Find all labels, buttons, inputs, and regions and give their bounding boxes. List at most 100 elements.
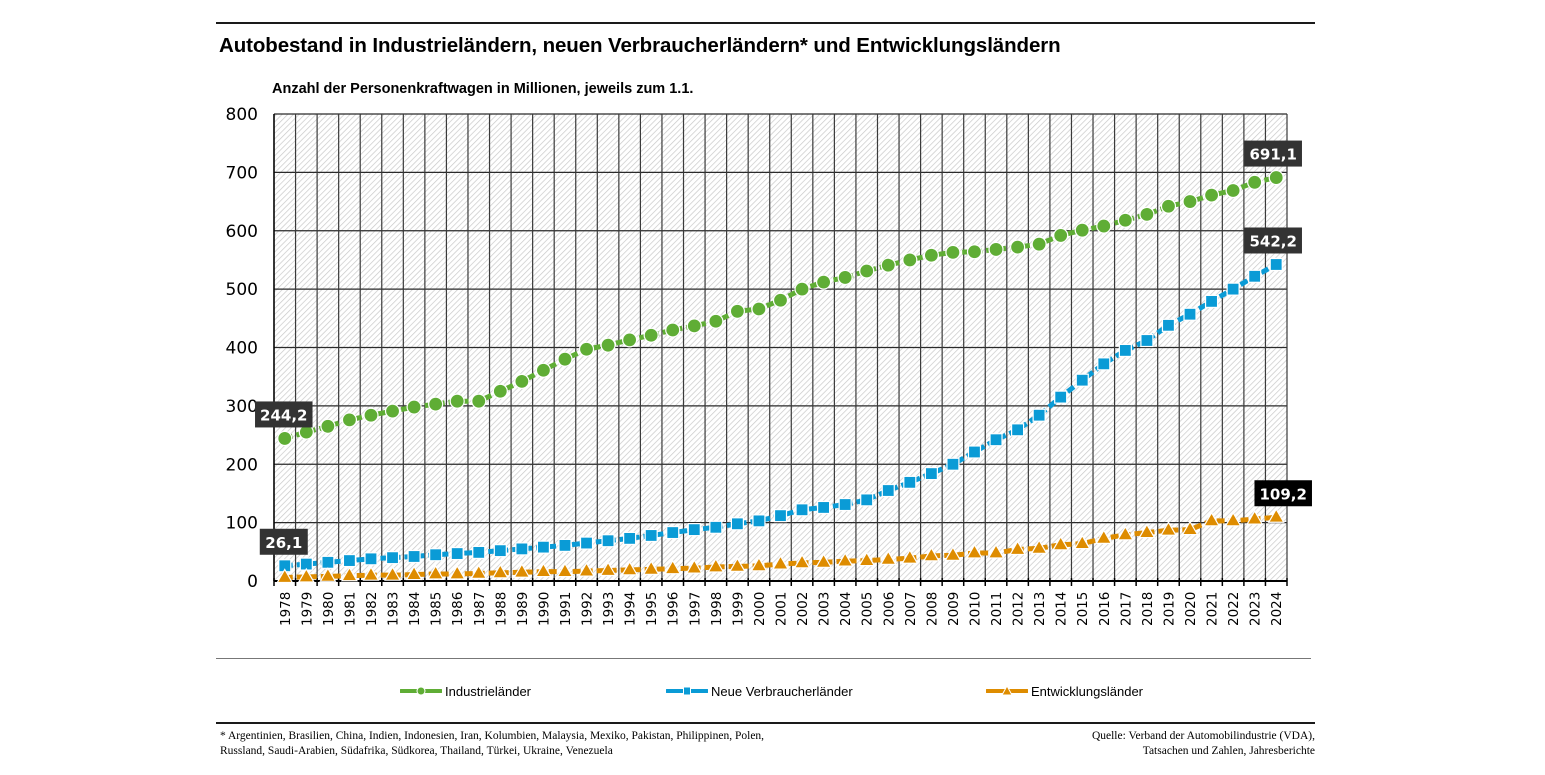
x-tick-label: 2022 <box>1226 592 1242 626</box>
data-point-square <box>817 500 831 515</box>
x-tick-label: 2024 <box>1269 592 1285 626</box>
data-point-triangle <box>491 563 509 579</box>
data-point-triangle <box>319 567 337 582</box>
x-tick-label: 2021 <box>1205 592 1221 626</box>
data-point-triangle <box>534 562 552 578</box>
x-tick-label: 1982 <box>364 592 380 626</box>
data-point-square <box>579 536 594 550</box>
x-tick-label: 2008 <box>924 592 940 626</box>
data-point-square <box>536 540 551 554</box>
chart-subtitle: Anzahl der Personenkraftwagen in Million… <box>272 81 694 97</box>
data-point-triangle <box>427 564 445 580</box>
data-label-text: 244,2 <box>260 406 307 424</box>
data-point-triangle <box>297 567 315 583</box>
data-point-triangle <box>965 543 984 559</box>
data-point-triangle <box>1224 511 1242 527</box>
x-tick-label: 2019 <box>1161 592 1177 626</box>
source-note: Quelle: Verband der Automobilindustrie (… <box>1092 729 1315 759</box>
data-point-triangle <box>1159 521 1177 536</box>
data-point-circle <box>341 412 358 428</box>
data-point-circle <box>665 322 681 338</box>
data-point-circle <box>1160 198 1177 214</box>
legend-square-icon <box>666 686 708 696</box>
data-point-square <box>1032 408 1046 422</box>
data-point-triangle <box>556 562 574 578</box>
data-point-triangle <box>901 549 919 564</box>
data-label-box <box>1244 227 1302 254</box>
x-tick-label: 1990 <box>536 592 552 626</box>
x-tick-label: 1988 <box>493 592 509 626</box>
data-label: 691,1 <box>1244 140 1302 167</box>
data-point-square <box>687 523 701 537</box>
data-label-box <box>1244 140 1302 167</box>
data-point-circle <box>600 337 616 353</box>
x-tick-label: 2012 <box>1011 592 1027 626</box>
data-point-triangle <box>922 546 940 562</box>
y-tick-label: 800 <box>226 105 258 125</box>
data-point-square <box>1183 307 1197 321</box>
data-point-square <box>773 509 788 523</box>
data-point-circle <box>471 393 487 409</box>
data-point-square <box>903 475 917 489</box>
data-point-square <box>1075 373 1089 387</box>
data-point-triangle <box>599 561 617 577</box>
x-tick-label: 1978 <box>278 592 294 626</box>
x-tick-label: 2003 <box>817 592 833 626</box>
data-point-circle <box>751 301 767 317</box>
data-point-circle <box>622 332 638 348</box>
data-point-circle <box>729 303 745 319</box>
data-point-triangle <box>750 556 768 572</box>
data-point-circle <box>277 430 293 447</box>
source-line: Tatsachen und Zahlen, Jahresberichte <box>1142 745 1315 757</box>
data-label: 542,2 <box>1244 227 1302 254</box>
data-point-triangle <box>1073 534 1091 550</box>
data-point-circle <box>708 313 724 329</box>
data-point-triangle <box>577 561 596 577</box>
data-point-triangle <box>470 564 488 580</box>
x-tick-label: 1984 <box>407 592 423 626</box>
x-tick-label: 1995 <box>644 592 660 626</box>
legend-item-industrielaender: Industrieländer <box>400 683 531 699</box>
series-industriel-nder <box>277 169 1284 447</box>
data-point-triangle <box>621 560 639 576</box>
data-point-circle <box>1096 218 1112 234</box>
x-tick-label: 2001 <box>774 592 790 626</box>
data-point-triangle <box>1203 511 1221 527</box>
data-point-circle <box>1074 222 1090 238</box>
y-tick-label: 600 <box>226 222 258 242</box>
series-neue-verbraucherl-nder <box>278 257 1283 573</box>
data-label-box <box>259 528 308 555</box>
x-tick-label: 2006 <box>881 592 897 626</box>
y-tick-label: 500 <box>226 280 258 300</box>
x-tick-label: 1985 <box>429 592 445 626</box>
data-point-square <box>623 531 637 545</box>
data-point-square <box>881 483 895 498</box>
data-point-square <box>450 546 464 561</box>
x-tick-label: 1998 <box>709 592 725 626</box>
x-tick-label: 1997 <box>687 592 703 626</box>
data-point-circle <box>320 418 336 434</box>
data-label-box <box>255 401 313 428</box>
x-tick-label: 2020 <box>1183 592 1199 626</box>
y-tick-label: 400 <box>226 339 258 359</box>
data-point-square <box>321 555 335 569</box>
x-tick-label: 1989 <box>515 592 531 626</box>
x-tick-label: 2007 <box>903 592 919 626</box>
data-point-square <box>342 553 357 568</box>
data-point-triangle <box>340 566 358 582</box>
data-point-square <box>1226 282 1240 296</box>
data-label-text: 109,2 <box>1259 485 1306 503</box>
footnote-line: Russland, Saudi-Arabien, Südafrika, Südk… <box>220 745 613 757</box>
data-point-circle <box>966 244 983 260</box>
data-point-circle <box>514 373 530 389</box>
data-point-square <box>601 534 615 548</box>
data-point-circle <box>902 252 918 268</box>
data-point-square <box>1161 318 1176 332</box>
x-tick-label: 2002 <box>795 592 811 626</box>
data-point-triangle <box>384 565 402 581</box>
data-point-square <box>946 457 960 471</box>
x-axis-labels: 1978 1979 1980 1981 1982 1983 1984 1985 1986 1987… <box>278 592 1285 626</box>
y-tick-label: 200 <box>226 455 258 475</box>
data-point-triangle <box>513 563 531 578</box>
